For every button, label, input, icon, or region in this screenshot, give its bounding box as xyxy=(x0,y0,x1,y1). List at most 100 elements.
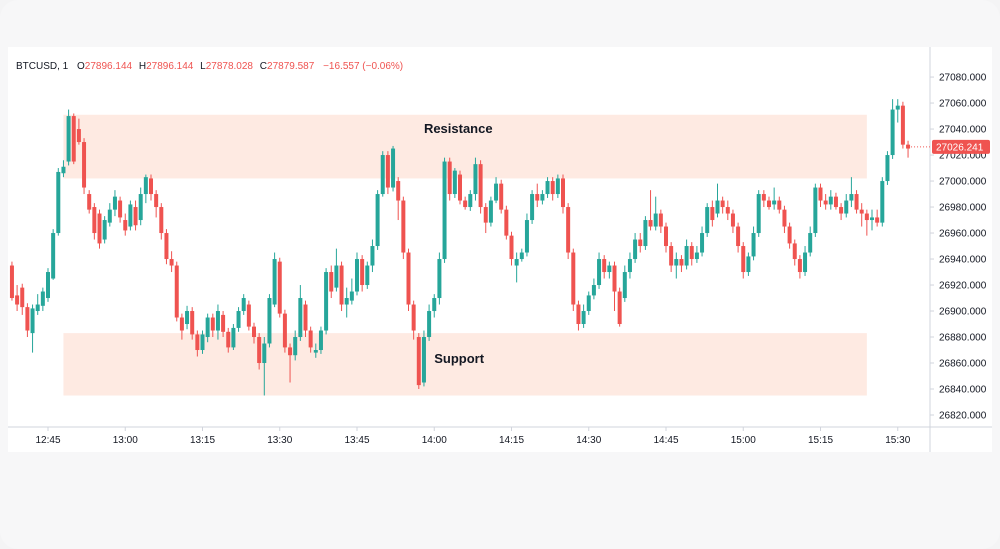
candle[interactable] xyxy=(452,168,457,198)
candle[interactable] xyxy=(76,118,81,145)
candle[interactable] xyxy=(705,203,710,237)
candle[interactable] xyxy=(519,248,524,262)
candle[interactable] xyxy=(411,300,416,340)
candle[interactable] xyxy=(530,190,535,224)
candle[interactable] xyxy=(864,209,869,236)
candle[interactable] xyxy=(9,261,14,301)
candle[interactable] xyxy=(349,278,354,305)
candle[interactable] xyxy=(82,138,87,195)
chart-panel[interactable]: Resistance Support 27080.000 27060.000 2704… xyxy=(8,47,992,452)
candle[interactable] xyxy=(226,327,231,353)
candle[interactable] xyxy=(128,200,133,231)
candle[interactable] xyxy=(494,177,499,204)
candle[interactable] xyxy=(416,333,421,390)
candle[interactable] xyxy=(61,160,66,178)
candle[interactable] xyxy=(524,213,529,257)
candle[interactable] xyxy=(293,330,298,361)
candle[interactable] xyxy=(112,190,117,217)
candle[interactable] xyxy=(102,216,107,244)
candle[interactable] xyxy=(51,229,56,280)
candle[interactable] xyxy=(143,174,148,204)
candle[interactable] xyxy=(823,194,828,210)
candle[interactable] xyxy=(46,268,50,302)
candle[interactable] xyxy=(633,233,638,263)
candle[interactable] xyxy=(725,200,730,221)
candle[interactable] xyxy=(828,190,833,210)
candle[interactable] xyxy=(664,222,668,253)
candle[interactable] xyxy=(71,113,76,165)
candle[interactable] xyxy=(720,196,725,214)
candle[interactable] xyxy=(25,303,30,338)
candle[interactable] xyxy=(262,337,267,396)
candle[interactable] xyxy=(288,343,293,383)
candle[interactable] xyxy=(566,203,571,260)
candle[interactable] xyxy=(442,157,447,263)
candle[interactable] xyxy=(612,261,617,312)
candle[interactable] xyxy=(231,324,236,351)
candle[interactable] xyxy=(653,196,658,231)
candle[interactable] xyxy=(473,157,478,201)
candle[interactable] xyxy=(329,265,334,299)
candle[interactable] xyxy=(797,255,802,279)
candle[interactable] xyxy=(741,242,746,279)
candle[interactable] xyxy=(282,309,287,353)
candle[interactable] xyxy=(586,291,591,315)
candle[interactable] xyxy=(684,239,689,270)
candle[interactable] xyxy=(35,294,40,315)
candle[interactable] xyxy=(540,190,545,205)
candle[interactable] xyxy=(617,287,622,327)
candle[interactable] xyxy=(710,200,715,227)
candle[interactable] xyxy=(478,160,483,214)
candle[interactable] xyxy=(298,285,303,341)
candle[interactable] xyxy=(215,304,220,340)
candle[interactable] xyxy=(761,190,766,208)
candle[interactable] xyxy=(257,333,262,370)
candle[interactable] xyxy=(643,216,648,250)
candle[interactable] xyxy=(870,209,874,231)
candle[interactable] xyxy=(468,190,473,211)
candle[interactable] xyxy=(267,294,272,348)
candle[interactable] xyxy=(385,151,390,195)
candle[interactable] xyxy=(133,200,138,231)
candle[interactable] xyxy=(875,209,880,227)
candle[interactable] xyxy=(205,313,210,343)
candle[interactable] xyxy=(365,261,370,289)
candle[interactable] xyxy=(432,294,437,318)
candle[interactable] xyxy=(303,300,308,338)
candle[interactable] xyxy=(895,99,900,123)
candle[interactable] xyxy=(339,261,344,312)
candle[interactable] xyxy=(885,151,890,185)
candle[interactable] xyxy=(514,252,519,283)
candle[interactable] xyxy=(159,203,164,240)
candle[interactable] xyxy=(545,177,550,198)
candle[interactable] xyxy=(818,183,823,208)
candle[interactable] xyxy=(123,213,128,236)
candle[interactable] xyxy=(15,285,20,312)
candle[interactable] xyxy=(792,239,797,266)
candle[interactable] xyxy=(715,183,720,218)
candle[interactable] xyxy=(607,261,612,279)
candle[interactable] xyxy=(447,157,452,201)
candle[interactable] xyxy=(92,203,97,240)
candle[interactable] xyxy=(767,196,771,210)
candle[interactable] xyxy=(591,278,596,300)
candle[interactable] xyxy=(210,313,215,338)
candle[interactable] xyxy=(406,248,411,312)
candle[interactable] xyxy=(736,222,741,253)
candle[interactable] xyxy=(87,190,92,214)
candle[interactable] xyxy=(561,174,565,214)
candle[interactable] xyxy=(30,304,35,353)
candle[interactable] xyxy=(370,239,375,273)
candle[interactable] xyxy=(190,307,195,340)
candle[interactable] xyxy=(169,251,174,273)
candle[interactable] xyxy=(602,255,607,279)
candle[interactable] xyxy=(164,229,169,265)
candle[interactable] xyxy=(421,330,426,387)
candle[interactable] xyxy=(241,294,246,315)
candle[interactable] xyxy=(236,307,241,332)
candle[interactable] xyxy=(375,190,380,250)
candle[interactable] xyxy=(344,287,349,318)
candle[interactable] xyxy=(396,177,401,221)
candle[interactable] xyxy=(808,226,813,257)
candle[interactable] xyxy=(622,265,627,302)
